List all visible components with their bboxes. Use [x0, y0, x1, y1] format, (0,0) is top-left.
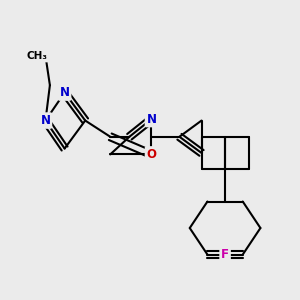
Text: F: F — [221, 248, 229, 261]
Text: N: N — [146, 112, 157, 126]
Text: CH₃: CH₃ — [26, 51, 47, 61]
Text: O: O — [146, 148, 157, 161]
Text: N: N — [60, 86, 70, 99]
Text: N: N — [40, 114, 50, 127]
